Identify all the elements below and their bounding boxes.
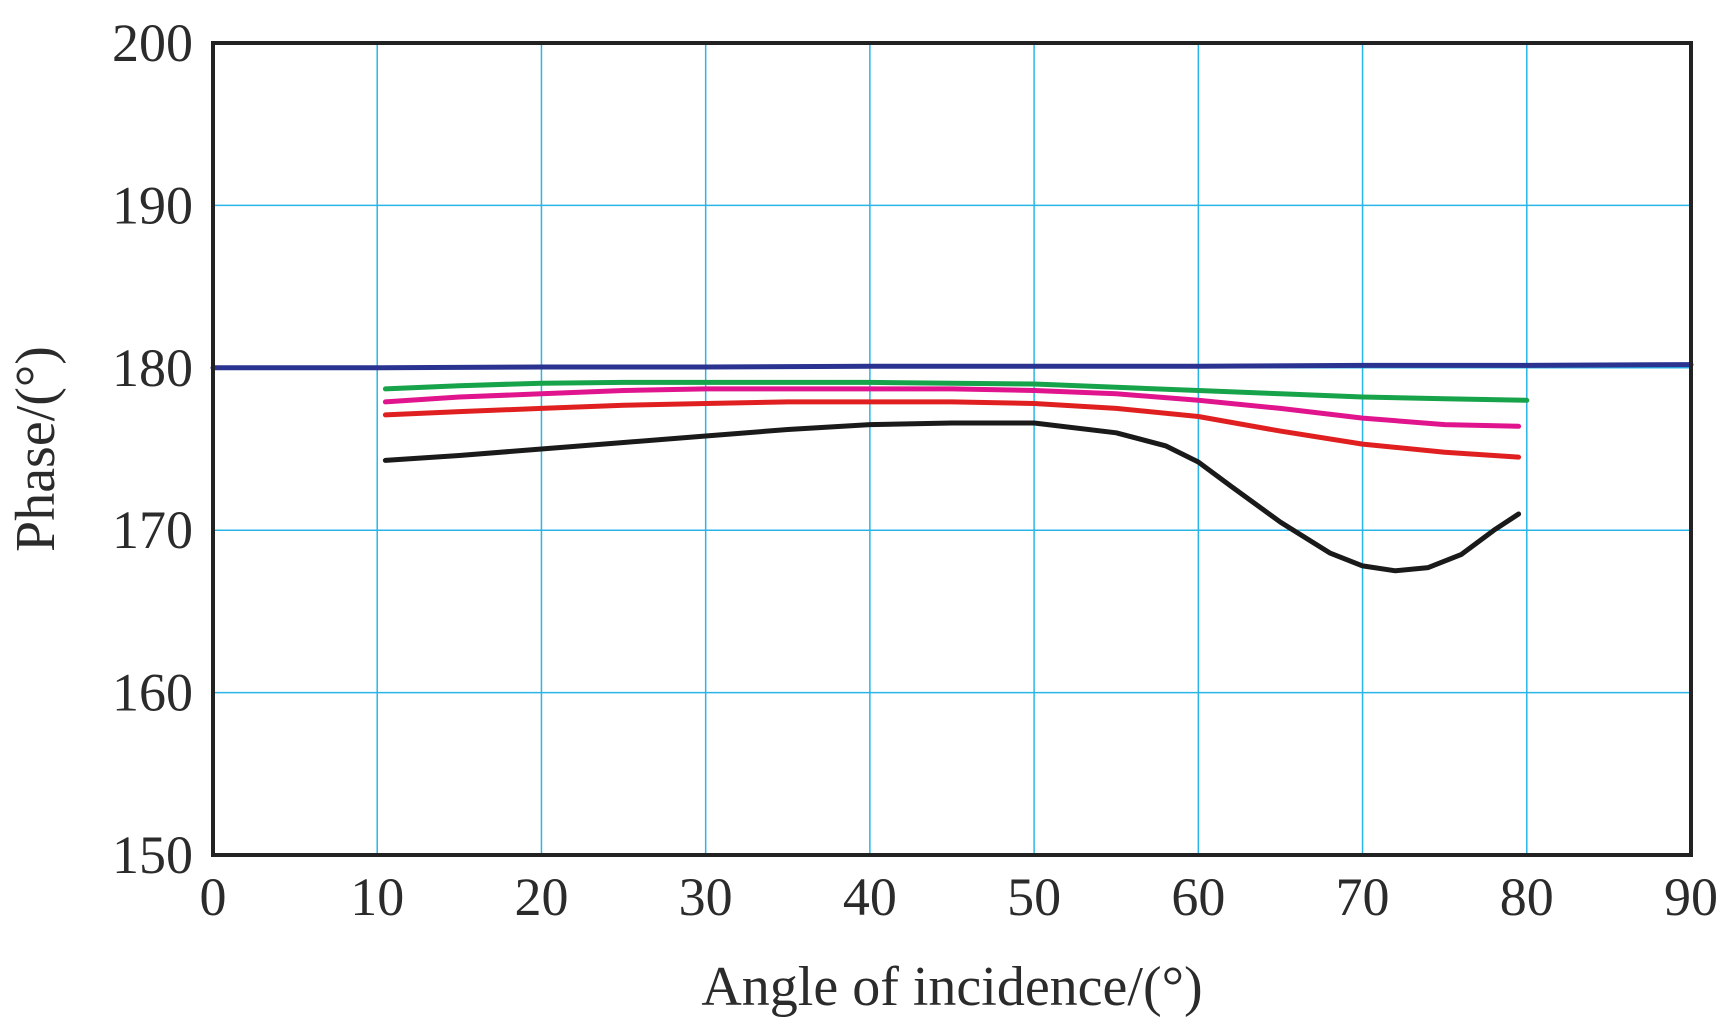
- series-line-green: [382, 379, 1530, 403]
- x-tick-label: 60: [1171, 867, 1225, 927]
- x-tick-label: 40: [843, 867, 897, 927]
- y-tick-label: 190: [112, 175, 193, 235]
- x-tick-labels: 0 10 20 30 40 50 60 70 80 90: [200, 867, 1719, 927]
- x-tick-label: 20: [514, 867, 568, 927]
- x-tick-label: 10: [350, 867, 404, 927]
- y-axis-title: Phase/(°): [5, 346, 67, 552]
- x-tick-label: 90: [1664, 867, 1718, 927]
- series-line-magenta: [382, 386, 1522, 429]
- x-tick-label: 30: [679, 867, 733, 927]
- x-tick-label: 50: [1007, 867, 1061, 927]
- y-tick-labels: 150 160 170 180 190 200: [112, 13, 193, 885]
- x-tick-label: 0: [200, 867, 227, 927]
- y-tick-label: 180: [112, 338, 193, 398]
- series-line-blue: [210, 362, 1694, 371]
- x-axis-title: Angle of incidence/(°): [701, 956, 1202, 1018]
- y-tick-label: 170: [112, 500, 193, 560]
- plot-frame: [211, 41, 1693, 857]
- y-tick-label: 150: [112, 825, 193, 885]
- x-tick-label: 70: [1336, 867, 1390, 927]
- x-tick-label: 80: [1500, 867, 1554, 927]
- series-lines: [210, 362, 1694, 574]
- series-line-black: [382, 420, 1522, 574]
- series-line-red: [382, 399, 1522, 460]
- y-tick-label: 160: [112, 663, 193, 723]
- y-tick-label: 200: [112, 13, 193, 73]
